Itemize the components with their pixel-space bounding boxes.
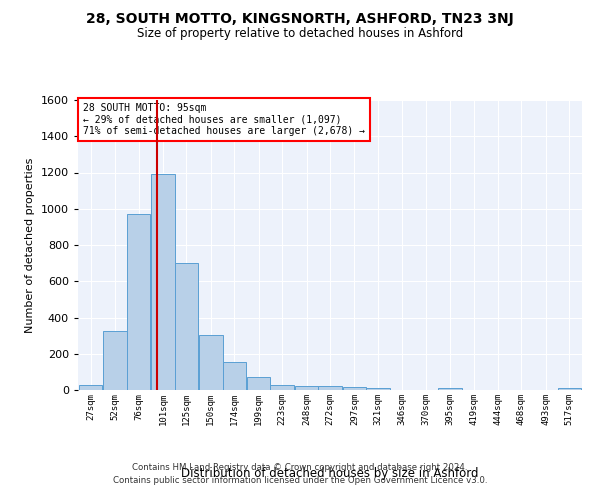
Bar	[103, 331, 127, 390]
Bar	[199, 334, 223, 390]
Bar	[175, 263, 198, 390]
Bar	[271, 384, 294, 390]
Bar	[151, 174, 175, 390]
Text: Contains public sector information licensed under the Open Government Licence v3: Contains public sector information licen…	[113, 476, 487, 485]
Bar	[343, 388, 366, 390]
Bar	[127, 214, 150, 390]
Y-axis label: Number of detached properties: Number of detached properties	[25, 158, 35, 332]
Bar	[223, 362, 246, 390]
Bar	[79, 384, 103, 390]
Bar	[557, 388, 581, 390]
Bar	[439, 388, 462, 390]
Text: 28 SOUTH MOTTO: 95sqm
← 29% of detached houses are smaller (1,097)
71% of semi-d: 28 SOUTH MOTTO: 95sqm ← 29% of detached …	[83, 103, 365, 136]
Bar	[295, 386, 318, 390]
Text: Size of property relative to detached houses in Ashford: Size of property relative to detached ho…	[137, 28, 463, 40]
X-axis label: Distribution of detached houses by size in Ashford: Distribution of detached houses by size …	[181, 466, 479, 479]
Text: Contains HM Land Registry data © Crown copyright and database right 2024.: Contains HM Land Registry data © Crown c…	[132, 464, 468, 472]
Text: 28, SOUTH MOTTO, KINGSNORTH, ASHFORD, TN23 3NJ: 28, SOUTH MOTTO, KINGSNORTH, ASHFORD, TN…	[86, 12, 514, 26]
Bar	[247, 378, 271, 390]
Bar	[366, 388, 389, 390]
Bar	[318, 386, 342, 390]
